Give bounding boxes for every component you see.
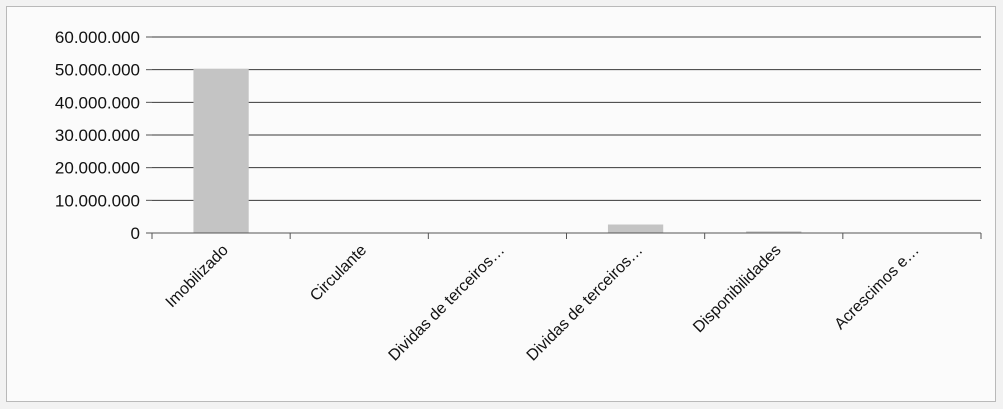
bar [193,68,249,233]
axes [146,36,982,239]
chart-frame: 0 10.000.000 20.000.000 30.000.000 40.000.00… [6,6,996,402]
y-tick-label: 30.000.000 [55,126,140,145]
category-label: Circulante [307,242,370,305]
y-tick-label: 20.000.000 [55,159,140,178]
bar [607,224,664,233]
category-label: Imobilizado [163,242,232,311]
category-label: Dividas de terceiros… [386,242,509,365]
category-labels: Imobilizado Circulante Dividas de terceiro… [163,242,923,365]
category-label: Acrescimos e… [832,242,923,333]
bar [746,231,802,233]
category-label: Disponibilidades [690,242,784,336]
grid-lines [152,36,981,201]
category-label: Dividas de terceiros… [524,242,647,365]
y-tick-label: 10.000.000 [55,191,140,210]
y-tick-label: 40.000.000 [55,93,140,112]
bar-chart: 0 10.000.000 20.000.000 30.000.000 40.000.00… [55,28,982,365]
y-tick-label: 50.000.000 [55,61,140,80]
y-tick-label: 60.000.000 [55,28,140,47]
y-tick-labels: 0 10.000.000 20.000.000 30.000.000 40.000.00… [55,28,140,243]
y-tick-label: 0 [131,224,140,243]
bars [193,68,802,233]
